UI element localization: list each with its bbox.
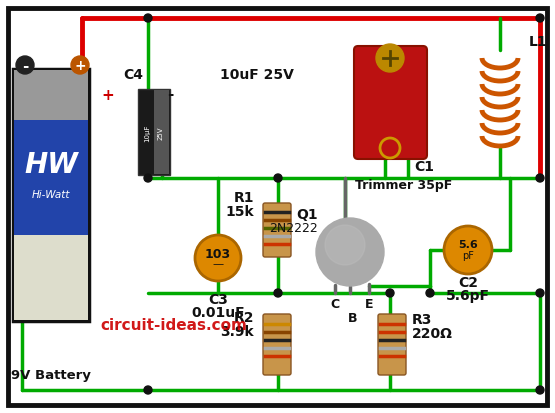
Circle shape: [376, 44, 404, 72]
Text: 9V Battery: 9V Battery: [11, 368, 91, 382]
Text: 15k: 15k: [225, 205, 254, 219]
FancyBboxPatch shape: [263, 203, 291, 257]
Text: 220Ω: 220Ω: [412, 327, 453, 341]
FancyBboxPatch shape: [378, 314, 406, 375]
Circle shape: [195, 235, 241, 281]
Text: 3.9k: 3.9k: [220, 325, 254, 339]
Circle shape: [144, 14, 152, 22]
Text: L1: L1: [529, 35, 547, 49]
Text: Trimmer 35pF: Trimmer 35pF: [355, 178, 452, 192]
Circle shape: [536, 14, 544, 22]
Text: +: +: [102, 88, 114, 102]
Text: C: C: [330, 299, 340, 311]
Text: C2: C2: [458, 276, 478, 290]
FancyBboxPatch shape: [354, 46, 427, 159]
Circle shape: [426, 289, 434, 297]
Circle shape: [536, 174, 544, 182]
Text: 0.01uF: 0.01uF: [191, 306, 245, 320]
Text: -: -: [22, 59, 28, 74]
FancyBboxPatch shape: [14, 120, 88, 235]
FancyBboxPatch shape: [263, 314, 291, 375]
Text: 103: 103: [205, 247, 231, 261]
Text: Q1: Q1: [296, 208, 318, 222]
FancyBboxPatch shape: [154, 90, 169, 174]
Circle shape: [71, 56, 89, 74]
Text: HW: HW: [24, 151, 78, 179]
Text: —: —: [213, 259, 224, 269]
Circle shape: [16, 56, 34, 74]
Circle shape: [316, 218, 384, 286]
Text: B: B: [348, 311, 358, 325]
Text: E: E: [365, 299, 374, 311]
FancyBboxPatch shape: [13, 69, 89, 321]
Text: Hi-Watt: Hi-Watt: [32, 190, 70, 200]
Text: 25V: 25V: [158, 126, 164, 140]
Text: C3: C3: [208, 293, 228, 307]
Circle shape: [325, 225, 365, 265]
Text: circuit-ideas.com: circuit-ideas.com: [100, 318, 247, 332]
Text: +: +: [74, 59, 86, 73]
Text: 10µF: 10µF: [144, 124, 150, 142]
Circle shape: [386, 289, 394, 297]
Text: R1: R1: [234, 191, 254, 205]
Circle shape: [144, 174, 152, 182]
Text: -: -: [167, 88, 173, 102]
Text: C4: C4: [123, 68, 143, 82]
Text: C1: C1: [414, 160, 434, 174]
Circle shape: [444, 226, 492, 274]
Circle shape: [274, 289, 282, 297]
Text: pF: pF: [462, 251, 474, 261]
Text: 10uF 25V: 10uF 25V: [220, 68, 294, 82]
FancyBboxPatch shape: [14, 70, 88, 120]
Circle shape: [144, 386, 152, 394]
Circle shape: [536, 386, 544, 394]
Text: 5.6: 5.6: [458, 240, 478, 250]
FancyBboxPatch shape: [14, 235, 88, 320]
Circle shape: [536, 289, 544, 297]
FancyBboxPatch shape: [138, 89, 170, 175]
Circle shape: [274, 174, 282, 182]
Text: 2N2222: 2N2222: [269, 221, 318, 235]
Text: R3: R3: [412, 313, 432, 327]
Text: 5.6pF: 5.6pF: [446, 289, 490, 303]
Text: R2: R2: [234, 311, 254, 325]
